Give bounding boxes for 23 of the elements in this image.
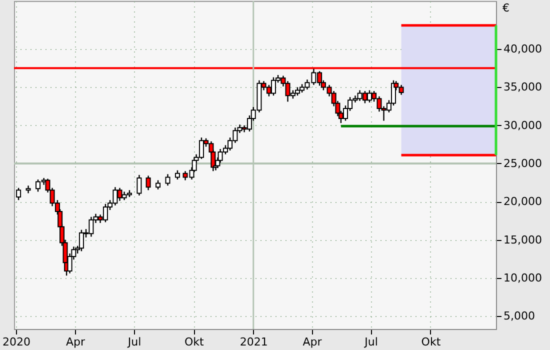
- candlestick: [174, 170, 180, 180]
- y-tick-label: 40,000: [504, 42, 542, 56]
- y-tick-label: 5,000: [504, 310, 535, 323]
- y-tick-label: 35,000: [504, 80, 542, 94]
- x-tick-label: Okt: [421, 336, 442, 348]
- candlestick: [156, 180, 161, 190]
- y-tick-label: 30,000: [504, 118, 542, 132]
- x-tick-label: Apr: [66, 336, 86, 348]
- x-tick-label: Okt: [184, 336, 205, 348]
- x-tick-label: 2021: [240, 336, 268, 348]
- y-tick-label: 15,000: [504, 233, 542, 246]
- y-tick-label: 20,000: [504, 195, 542, 208]
- candlestick: [165, 174, 170, 186]
- x-tick-label: Apr: [302, 336, 322, 348]
- x-tick-label: Jul: [364, 336, 378, 348]
- candlestick: [36, 178, 41, 192]
- candlestick: [146, 175, 151, 191]
- y-axis-title: €: [502, 2, 510, 14]
- candlestick: [136, 174, 142, 196]
- x-tick-label: 2020: [2, 336, 30, 348]
- x-tick-label: Jul: [126, 336, 142, 348]
- y-tick-label: 25,000: [504, 156, 542, 170]
- y-tick-label: 10,000: [504, 271, 542, 284]
